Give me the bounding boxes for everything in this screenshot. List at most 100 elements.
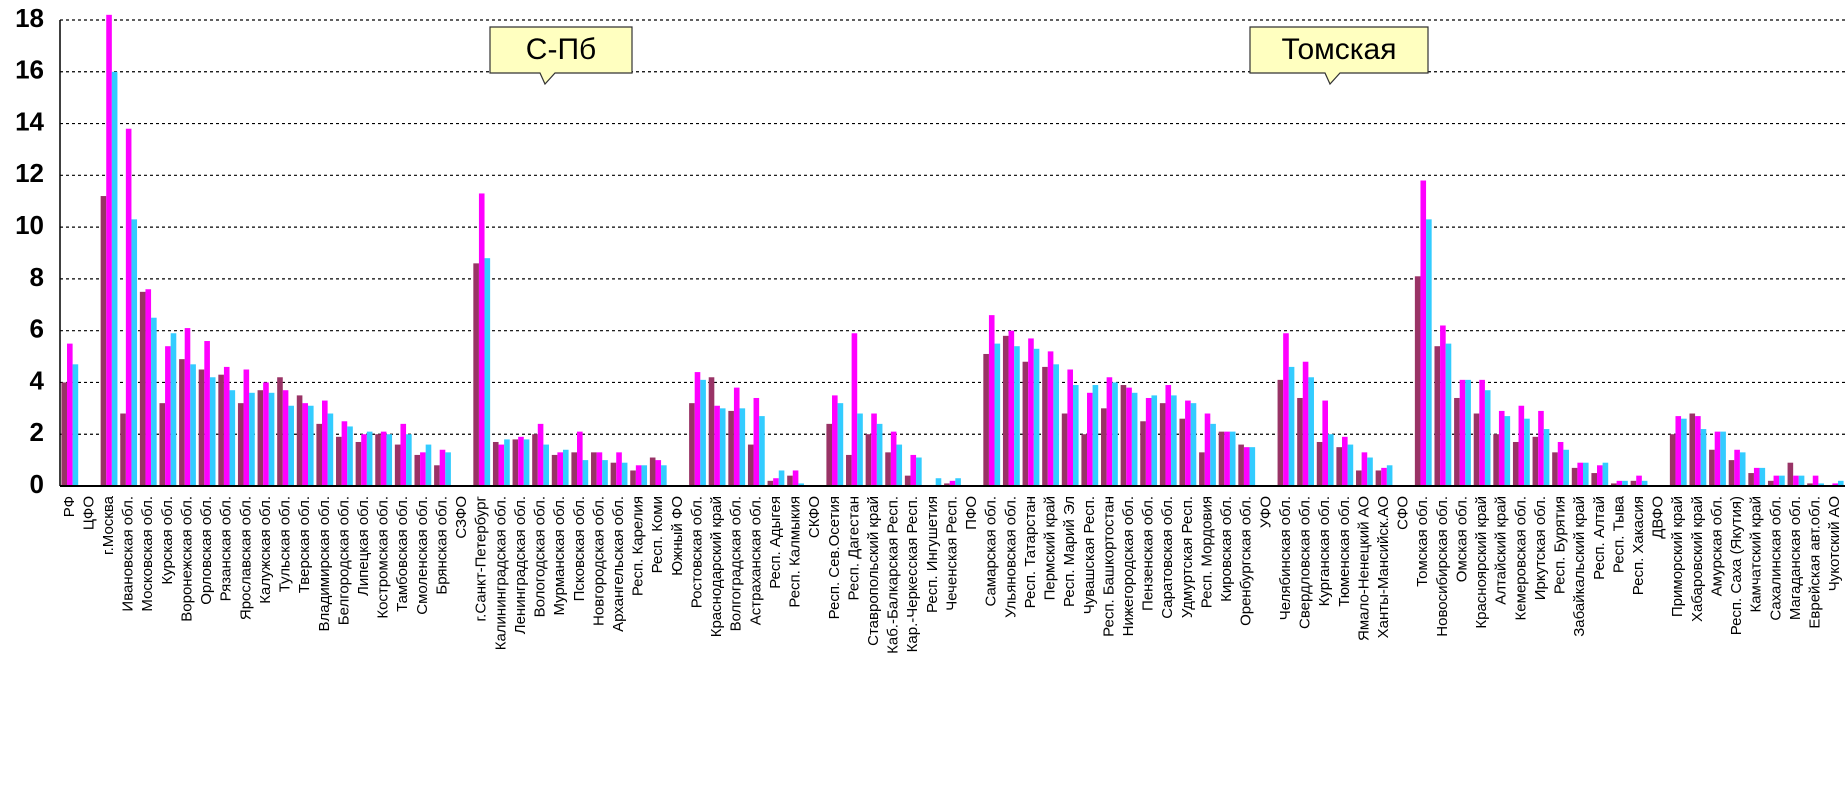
x-tick-label: Волгоградская обл. xyxy=(728,496,745,631)
bar xyxy=(268,392,275,486)
bar xyxy=(1479,379,1485,486)
bar xyxy=(1837,480,1844,486)
bar xyxy=(1641,480,1648,486)
bar xyxy=(406,434,412,486)
bar xyxy=(512,439,519,486)
x-tick-label: Саратовская обл. xyxy=(1159,496,1176,619)
x-tick-label: Приморский край xyxy=(1669,496,1686,617)
bar xyxy=(1277,379,1284,486)
bar xyxy=(1728,460,1735,486)
bar xyxy=(865,434,872,486)
x-tick-label: Респ. Мордовия xyxy=(1198,496,1215,608)
bar xyxy=(257,390,264,486)
bar xyxy=(1434,346,1441,486)
bar xyxy=(1793,475,1799,486)
x-tick-label: Ярославская обл. xyxy=(237,496,254,620)
bar xyxy=(1028,338,1034,486)
bar xyxy=(616,452,622,486)
bar xyxy=(347,426,353,486)
bar xyxy=(445,452,451,486)
bar xyxy=(733,387,740,486)
bar xyxy=(1014,346,1020,486)
bar xyxy=(1342,436,1348,486)
bar xyxy=(562,449,569,486)
bar xyxy=(532,434,538,486)
bar xyxy=(434,465,440,486)
bar xyxy=(773,478,779,486)
bar xyxy=(753,397,760,486)
bar xyxy=(1081,434,1088,486)
bar xyxy=(1302,361,1309,486)
bar xyxy=(1165,385,1172,486)
bar xyxy=(1322,400,1328,486)
bar xyxy=(655,460,662,486)
bar xyxy=(778,470,785,486)
bar xyxy=(1493,434,1499,486)
bar xyxy=(316,423,323,486)
bar xyxy=(700,379,706,486)
bar xyxy=(243,369,250,486)
bar xyxy=(537,423,544,486)
x-tick-label: Оренбургская обл. xyxy=(1238,496,1255,626)
bar xyxy=(229,390,236,486)
x-tick-label: Ростовская обл. xyxy=(688,496,705,608)
annotation: С-Пб xyxy=(526,33,596,66)
x-tick-label: г.Москва xyxy=(100,495,117,555)
x-tick-label: Калининградская обл. xyxy=(492,496,509,650)
x-tick-label: Кемеровская обл. xyxy=(1512,496,1529,620)
bar xyxy=(380,431,387,486)
bar xyxy=(602,460,608,486)
bar xyxy=(504,439,510,486)
x-tick-label: Алтайский край xyxy=(1493,496,1510,605)
bar xyxy=(949,480,956,486)
x-tick-label: Респ. Бурятия xyxy=(1552,496,1569,594)
bar xyxy=(1356,470,1362,486)
bar xyxy=(1238,444,1244,486)
y-tick-label: 0 xyxy=(30,469,44,499)
x-tick-label: Красноярский край xyxy=(1473,496,1490,629)
bar xyxy=(125,128,132,486)
bar xyxy=(1734,449,1740,486)
bar xyxy=(1308,377,1314,486)
bar xyxy=(237,403,244,486)
bar xyxy=(708,377,715,486)
bar xyxy=(1047,351,1054,486)
x-tick-label: Брянская обл. xyxy=(433,496,450,595)
bar xyxy=(916,457,922,486)
y-tick-label: 16 xyxy=(15,55,44,85)
x-tick-label: Респ. Хакасия xyxy=(1630,496,1647,595)
bar xyxy=(1072,385,1079,486)
bar xyxy=(145,289,152,486)
bar xyxy=(582,460,589,486)
bar xyxy=(591,452,597,486)
y-tick-label: 14 xyxy=(15,106,44,136)
y-tick-label: 2 xyxy=(30,417,44,447)
bar xyxy=(1185,400,1191,486)
bar xyxy=(1543,429,1550,486)
bar xyxy=(1518,405,1525,486)
bar xyxy=(1381,467,1387,486)
bar xyxy=(139,291,146,486)
bar xyxy=(1473,413,1480,486)
x-tick-label: ДВФО xyxy=(1650,496,1667,539)
bar xyxy=(694,372,701,486)
x-tick-label: Респ. Марий Эл xyxy=(1061,496,1078,607)
bar xyxy=(355,441,362,486)
bar xyxy=(1773,475,1780,486)
bar xyxy=(1616,480,1623,486)
bar xyxy=(204,341,210,486)
bar xyxy=(1336,447,1343,486)
x-tick-label: Архангельская обл. xyxy=(610,496,627,632)
bar xyxy=(1818,483,1824,486)
x-tick-label: Респ. Адыгея xyxy=(767,496,784,589)
x-tick-label: Респ. Алтай xyxy=(1591,496,1608,580)
x-tick-label: Респ. Дагестан xyxy=(845,496,862,600)
x-tick-label: Еврейская авт.обл. xyxy=(1807,496,1824,629)
bar xyxy=(1367,457,1373,486)
bar xyxy=(1557,441,1564,486)
bar xyxy=(767,480,774,486)
bar xyxy=(1597,465,1603,486)
bar xyxy=(218,374,224,486)
x-tick-label: Респ. Карелия xyxy=(630,496,647,596)
bar xyxy=(1159,403,1166,486)
